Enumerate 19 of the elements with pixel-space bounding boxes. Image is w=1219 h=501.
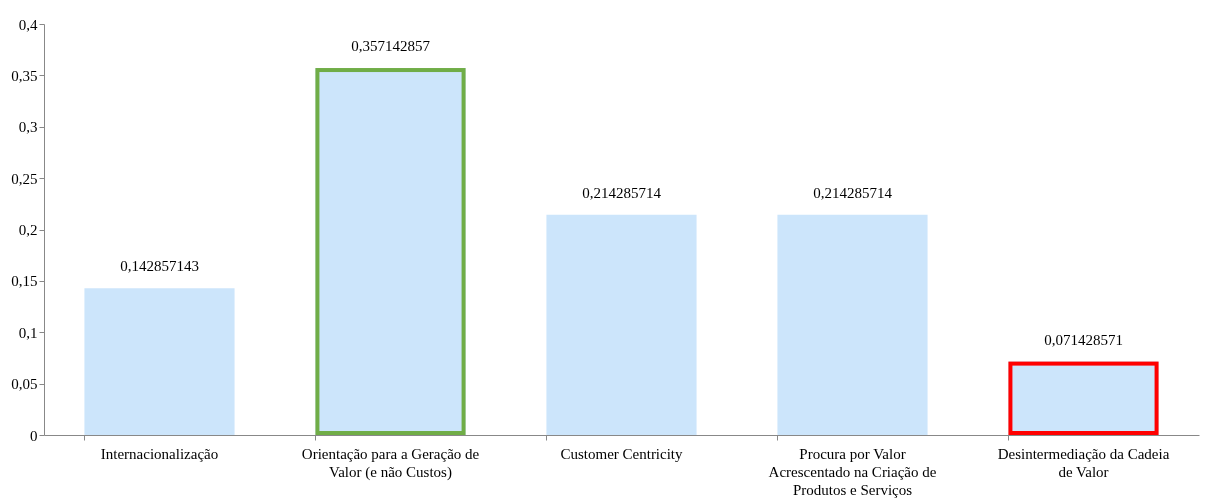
y-tick-label: 0,1 <box>18 324 38 341</box>
x-tick-label: Customer Centricity <box>560 445 684 462</box>
data-label: 0,357142857 <box>351 38 431 55</box>
x-tick-label: Procura por Valor Acrescentado na Criação de Produtos e Serviços <box>768 445 937 498</box>
x-tick-label: Desintermediação da Cadeia de Valor <box>997 445 1170 480</box>
y-tick-label: 0 <box>30 427 38 444</box>
y-tick-label: 0,15 <box>11 273 38 290</box>
y-tick-label: 0,3 <box>18 119 38 136</box>
y-tick-label: 0,25 <box>11 170 38 187</box>
x-tick-label: Internacionalização <box>100 445 219 462</box>
data-label: 0,214285714 <box>813 184 893 201</box>
data-label: 0,071428571 <box>1044 331 1123 348</box>
y-tick-label: 0,4 <box>18 16 38 33</box>
data-label: 0,214285714 <box>582 184 662 201</box>
y-tick-label: 0,35 <box>11 67 38 84</box>
x-tick-label: Orientação para a Geração de Valor (e não Custos) <box>301 445 480 481</box>
y-tick-label: 0,2 <box>18 222 38 238</box>
data-label: 0,142857143 <box>120 258 199 275</box>
y-tick-label: 0,05 <box>11 376 38 393</box>
